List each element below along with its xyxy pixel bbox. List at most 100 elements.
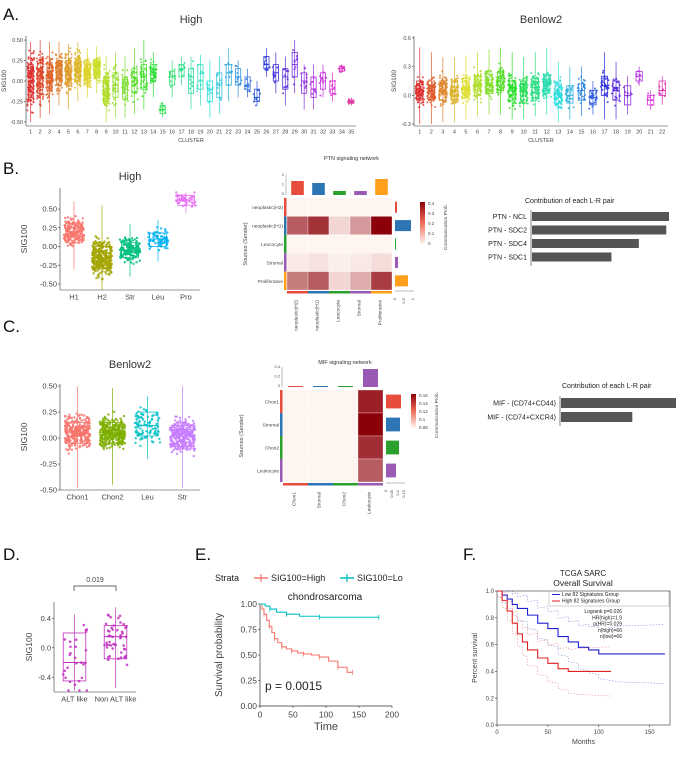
data-point xyxy=(163,241,166,244)
data-point xyxy=(314,90,316,93)
data-point xyxy=(285,86,288,89)
data-point xyxy=(80,419,83,422)
data-point xyxy=(136,415,140,418)
data-point xyxy=(114,417,118,421)
data-point xyxy=(500,66,503,69)
data-point xyxy=(457,77,460,80)
data-point xyxy=(154,426,157,430)
data-point xyxy=(32,100,35,103)
data-point xyxy=(103,63,106,66)
data-point xyxy=(107,264,111,268)
data-point xyxy=(440,91,443,94)
data-point xyxy=(88,442,92,446)
data-point xyxy=(96,250,99,253)
data-point xyxy=(139,427,142,430)
data-point xyxy=(94,247,98,250)
data-point xyxy=(30,71,33,74)
box-26 xyxy=(263,56,270,70)
data-point xyxy=(193,191,196,194)
data-point xyxy=(443,76,446,79)
data-point xyxy=(489,74,492,77)
data-point xyxy=(192,454,195,458)
data-point xyxy=(131,245,135,249)
x-tick-label: 16 xyxy=(169,130,175,136)
data-point xyxy=(606,95,609,98)
data-point xyxy=(91,260,94,263)
data-point xyxy=(27,57,30,60)
data-point xyxy=(535,89,538,92)
data-point xyxy=(74,214,77,218)
data-point xyxy=(81,444,84,447)
data-point xyxy=(473,66,476,69)
data-point xyxy=(103,445,107,448)
data-point xyxy=(106,104,109,107)
data-point xyxy=(26,104,29,107)
x-tick-label: 12 xyxy=(131,130,137,136)
data-point xyxy=(147,242,150,245)
x-tick-label: 11 xyxy=(122,130,128,136)
data-point xyxy=(119,255,122,258)
x-tick-label: 5 xyxy=(67,130,70,136)
data-point xyxy=(285,70,288,72)
data-point xyxy=(304,86,307,89)
data-point xyxy=(78,78,81,81)
data-point xyxy=(178,416,182,419)
data-point xyxy=(434,105,436,108)
data-point xyxy=(78,423,81,426)
data-point xyxy=(282,92,285,95)
x-tick-label: Chon2 xyxy=(101,493,123,502)
data-point xyxy=(184,420,188,423)
data-point xyxy=(149,82,152,84)
data-point xyxy=(84,436,87,439)
data-point xyxy=(216,92,219,95)
data-point xyxy=(439,104,442,107)
data-point xyxy=(432,91,434,93)
data-point xyxy=(542,95,545,97)
data-point xyxy=(121,443,124,446)
x-tick-label: 18 xyxy=(613,130,619,136)
data-point xyxy=(508,100,511,103)
data-point xyxy=(63,437,67,440)
data-point xyxy=(97,64,100,67)
data-point xyxy=(152,235,155,239)
data-point xyxy=(49,77,52,80)
data-point xyxy=(144,85,147,88)
x-tick-label: 2 xyxy=(39,130,42,136)
data-point xyxy=(180,196,184,199)
y-axis-label: SIG100 xyxy=(391,70,398,92)
data-point xyxy=(466,92,468,95)
y-tick-label: 0.00 xyxy=(42,434,57,443)
data-point xyxy=(77,219,80,222)
data-point xyxy=(28,75,31,78)
data-point xyxy=(461,97,464,100)
data-point xyxy=(154,430,157,433)
data-point xyxy=(428,79,431,82)
data-point xyxy=(82,425,86,428)
data-point xyxy=(153,77,156,80)
data-point xyxy=(525,79,528,81)
data-point xyxy=(30,73,33,76)
data-point xyxy=(520,90,523,93)
data-point xyxy=(111,102,114,104)
y-tick-label: -0.3 xyxy=(402,122,411,128)
data-point xyxy=(71,423,75,426)
data-point xyxy=(535,98,538,101)
data-point xyxy=(122,447,125,451)
data-point xyxy=(76,224,80,227)
data-point xyxy=(105,443,108,446)
data-point xyxy=(66,92,69,95)
data-point xyxy=(174,415,177,418)
data-point xyxy=(602,69,605,72)
data-point xyxy=(147,235,150,239)
data-point xyxy=(154,431,157,435)
data-point xyxy=(148,247,151,251)
data-point xyxy=(495,83,498,86)
data-point xyxy=(80,413,84,417)
data-point xyxy=(28,49,31,52)
data-point xyxy=(107,413,110,416)
data-point xyxy=(130,237,134,240)
data-point xyxy=(106,97,109,100)
data-point xyxy=(417,101,420,104)
data-point xyxy=(619,100,621,103)
data-point xyxy=(40,72,43,75)
